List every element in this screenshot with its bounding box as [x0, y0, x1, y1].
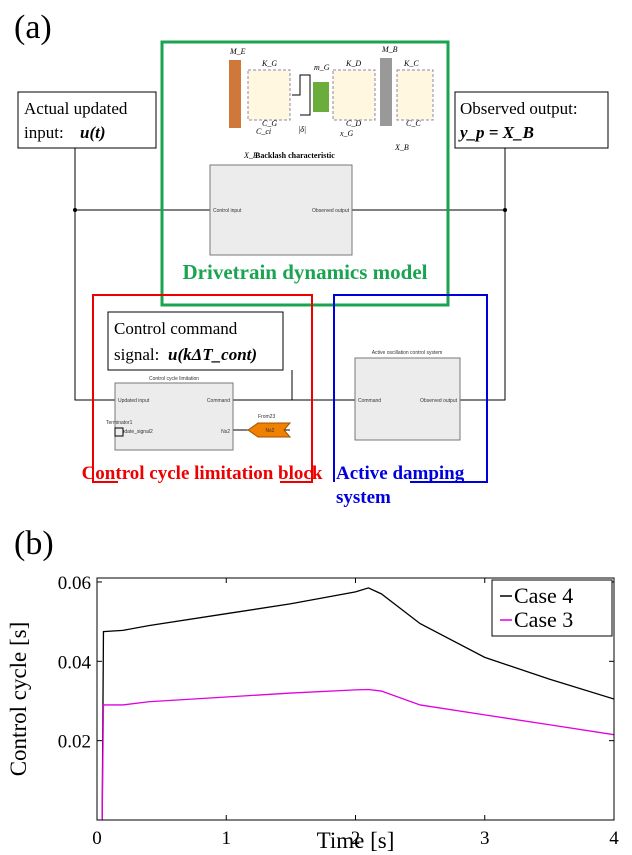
backlash [292, 74, 311, 116]
port-label: Ns2 [221, 429, 230, 435]
limitation-title: Control cycle limitation block [82, 463, 323, 484]
symbol: |δ| [298, 125, 306, 134]
port-label: Updated input [118, 398, 150, 404]
block-name: Control cycle limitation [149, 376, 199, 382]
limitation-frame [92, 294, 313, 483]
panel-label: (b) [14, 525, 54, 562]
formula: y_p = X_B [458, 123, 534, 142]
x-tick-label: 3 [480, 828, 490, 849]
y-axis-label: Control cycle [s] [6, 622, 31, 777]
legend-box [491, 579, 613, 637]
symbol: M_E [229, 47, 246, 56]
command-box [107, 311, 284, 371]
box-text: input: [24, 123, 64, 142]
plot-frame [96, 577, 615, 821]
spring-damper [332, 69, 376, 121]
box-text: Observed output: [460, 99, 578, 118]
symbol: C_D [346, 119, 361, 128]
limitation-block [114, 382, 234, 451]
symbol: X_E [243, 151, 258, 160]
drivetrain-frame [160, 40, 450, 307]
backlash-label: Backlash characteristic [255, 151, 335, 160]
box-text: Actual updated [24, 99, 128, 118]
output-box [454, 91, 609, 149]
symbol: C_G [262, 119, 277, 128]
engine-mass [229, 60, 241, 128]
symbol: X_B [394, 143, 409, 152]
x-axis-label: Time [s] [317, 828, 395, 853]
terminator [114, 427, 124, 437]
series-line [101, 688, 614, 820]
port-label: Control input [213, 208, 242, 214]
from-label: From23 [258, 414, 275, 420]
from-block [247, 422, 292, 438]
box-text: signal: [114, 345, 159, 364]
from-tag: Ns2 [266, 428, 275, 434]
port-label: Observed output [420, 398, 458, 404]
body-mass [380, 58, 392, 126]
port-label: Observed output [312, 208, 350, 214]
box-text: Control command [114, 319, 238, 338]
junction [503, 208, 507, 212]
symbol: M_B [381, 45, 398, 54]
block-name: Active oscillation control system [372, 350, 443, 356]
symbol: C_C [406, 119, 421, 128]
damping-title: system [336, 487, 391, 508]
y-tick-label: 0.06 [58, 573, 91, 594]
y-tick-label: 0.02 [58, 732, 91, 753]
drivetrain-title: Drivetrain dynamics model [183, 260, 428, 284]
port-label: Command [358, 398, 381, 404]
symbol: K_D [345, 59, 361, 68]
symbol: K_C [403, 59, 419, 68]
series-line [101, 587, 614, 820]
chart: 0 1 2 3 4 0.02 0.04 0.06 Time [s] Control cycle [… [6, 573, 619, 853]
x-tick-label: 1 [222, 828, 232, 849]
formula: u(t) [80, 123, 106, 142]
y-tick-label: 0.04 [58, 652, 92, 673]
terminator-label: Terminator1 [106, 420, 133, 426]
port-label: Command [207, 398, 230, 404]
gear-mass [313, 82, 329, 112]
input-box [17, 91, 157, 149]
wire [74, 148, 506, 431]
damping-block [354, 357, 461, 441]
spring-damper [247, 69, 291, 121]
x-tick-label: 4 [609, 828, 619, 849]
symbol: x_G [339, 129, 354, 138]
spring-damper [396, 69, 434, 121]
symbol: m_G [314, 63, 330, 72]
damping-frame [333, 294, 488, 483]
x-tick-label: 2 [351, 828, 361, 849]
symbol: K_G [261, 59, 277, 68]
legend-label: Case 4 [514, 583, 573, 608]
panel-label: (a) [14, 9, 52, 46]
damping-title: Active damping [336, 463, 465, 484]
symbol: C_ci [256, 127, 271, 136]
formula: u(kΔT_cont) [168, 345, 257, 364]
drivetrain-block [209, 164, 353, 256]
port-label: Update_signal2 [118, 429, 153, 435]
junction [73, 208, 77, 212]
x-tick-label: 0 [92, 828, 102, 849]
legend-label: Case 3 [514, 607, 573, 632]
